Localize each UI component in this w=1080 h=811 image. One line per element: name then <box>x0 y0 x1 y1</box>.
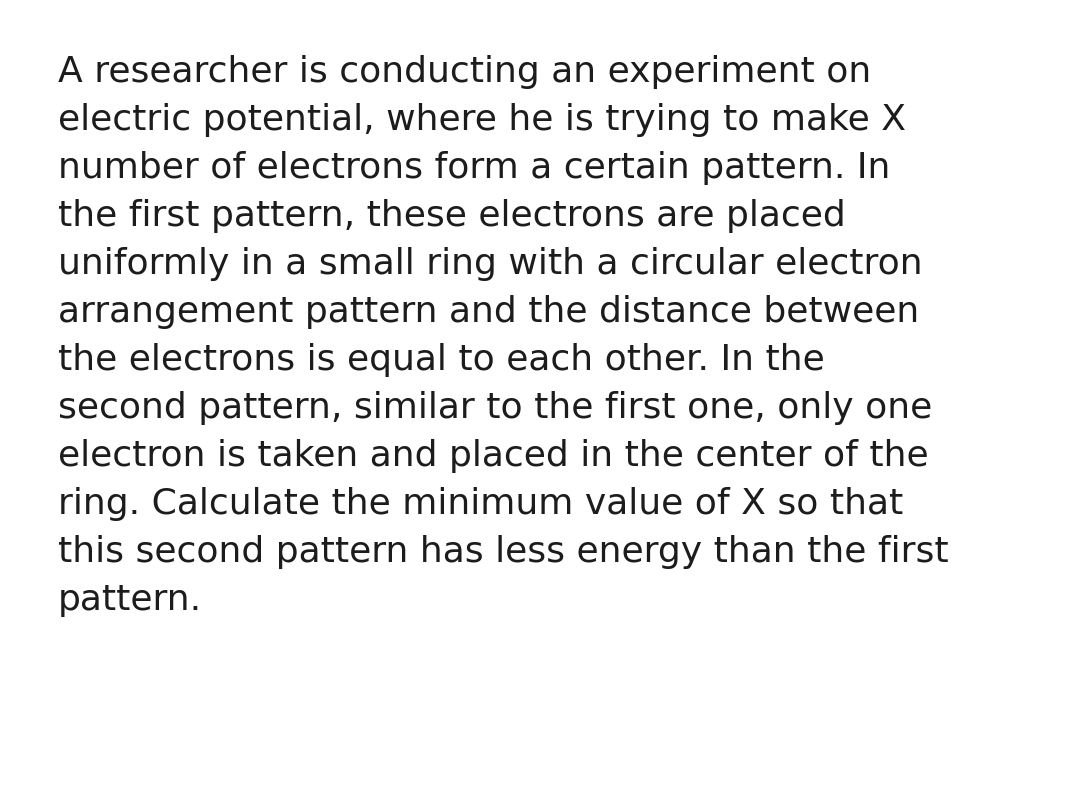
Text: A researcher is conducting an experiment on
electric potential, where he is tryi: A researcher is conducting an experiment… <box>58 55 948 616</box>
